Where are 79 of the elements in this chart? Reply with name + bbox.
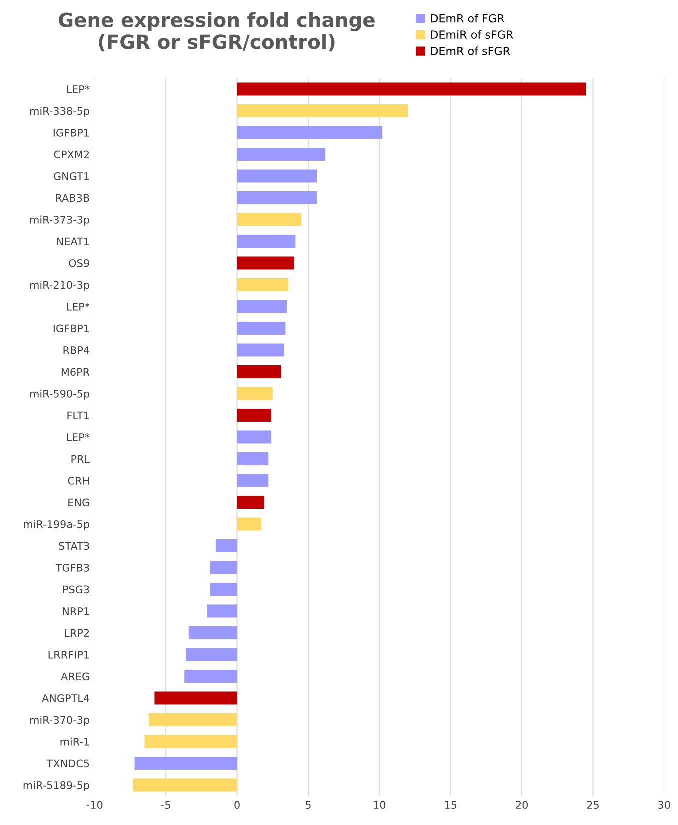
bar: [188, 626, 238, 640]
bar: [237, 126, 383, 140]
y-tick-label: LRP2: [65, 629, 90, 637]
y-tick-label: FLT1: [68, 412, 90, 420]
x-tick-label: 5: [306, 801, 311, 810]
bar: [144, 735, 238, 748]
y-tick-label: miR-370-3p: [30, 716, 90, 726]
y-tick-label: ANGPTL4: [42, 694, 90, 702]
bar: [237, 300, 288, 314]
y-tick-label: LEP*: [67, 433, 90, 442]
y-tick-label: NRP1: [63, 608, 90, 616]
y-tick-label: IGFBP1: [54, 324, 90, 333]
bar: [237, 234, 296, 248]
x-tick-label: 25: [587, 801, 599, 810]
y-tick-label: miR-590-5p: [30, 390, 90, 400]
bar: [237, 344, 284, 357]
y-tick-label: LEP*: [67, 85, 90, 94]
y-tick-label: GNGT1: [54, 172, 90, 180]
bar: [134, 756, 238, 770]
bar: [184, 670, 238, 684]
y-tick-label: miR-210-3p: [30, 281, 90, 292]
bar: [149, 713, 238, 727]
bar: [133, 778, 238, 792]
bar: [154, 692, 238, 705]
y-tick-label: CPXM2: [54, 150, 90, 159]
bar: [237, 365, 282, 379]
bar: [237, 256, 294, 270]
x-tick-label: 20: [516, 801, 528, 810]
y-tick-label: RAB3B: [56, 194, 90, 202]
y-tick-label: LEP*: [67, 302, 90, 311]
y-tick-label: PRL: [72, 455, 90, 463]
y-tick-label: miR-338-5p: [30, 107, 90, 118]
bar: [237, 170, 318, 183]
x-tick-label: 30: [658, 801, 670, 810]
y-tick-label: NEAT1: [57, 238, 90, 246]
y-tick-label: TGFB3: [56, 564, 90, 572]
x-tick-label: 0: [234, 801, 240, 810]
y-tick-label: TXNDC5: [46, 760, 90, 768]
y-tick-label: M6PR: [62, 368, 90, 376]
legend-label: DEmR of sFGR: [431, 46, 510, 56]
bar: [237, 452, 269, 466]
y-tick-label: miR-5189-5p: [24, 781, 90, 792]
legend-label: DEmiR of sFGR: [431, 30, 514, 40]
x-tick-label: -10: [86, 801, 103, 810]
y-tick-label: LRRFIP1: [48, 651, 90, 659]
bar: [237, 191, 318, 205]
y-tick-label: OS9: [69, 259, 90, 268]
y-tick-label: miR-373-3p: [30, 216, 90, 226]
y-tick-label: miR-1: [60, 738, 90, 746]
bar: [210, 561, 238, 574]
y-tick-label: ENG: [68, 498, 90, 507]
bar: [237, 518, 262, 531]
bar: [237, 82, 586, 96]
bar: [237, 322, 286, 336]
bar: [237, 148, 326, 162]
x-tick-label: -5: [161, 801, 170, 810]
chart-title: Gene expression fold change (FGR or sFGR/control): [59, 12, 375, 52]
bar: [207, 604, 238, 618]
bar: [237, 104, 408, 118]
legend-label: DEmR of FGR: [431, 14, 504, 23]
bar: [237, 387, 273, 400]
y-tick-label: STAT3: [59, 542, 90, 550]
bar: [237, 496, 264, 510]
y-tick-label: IGFBP1: [54, 128, 90, 137]
y-tick-label: PSG3: [63, 586, 90, 594]
y-tick-label: miR-199a-5p: [24, 520, 90, 530]
bar: [237, 474, 269, 488]
bar: [237, 278, 289, 292]
y-tick-label: CRH: [68, 476, 90, 485]
bar: [186, 648, 238, 662]
bar: [237, 430, 272, 444]
x-tick-label: 10: [374, 801, 386, 810]
bar: [237, 408, 272, 422]
y-tick-label: RBP4: [64, 346, 90, 354]
bar: [210, 582, 238, 596]
y-tick-label: AREG: [61, 672, 90, 681]
bar: [216, 539, 238, 553]
x-tick-label: 15: [445, 801, 457, 810]
bar: [237, 213, 302, 226]
